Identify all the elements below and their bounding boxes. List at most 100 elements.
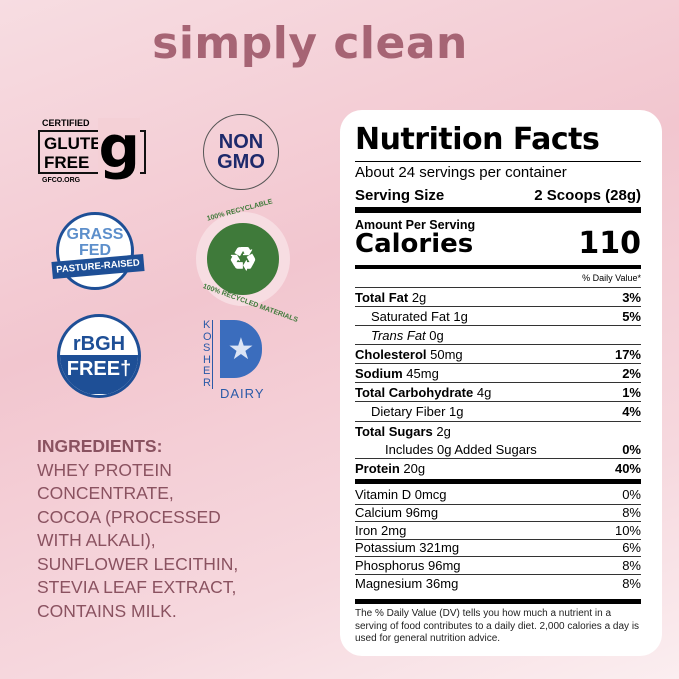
badge-text: FREE† <box>60 354 138 394</box>
ingredient-line: COCOA (PROCESSED <box>37 506 221 527</box>
footnote: The % Daily Value (DV) tells you how muc… <box>355 608 640 644</box>
nutrient-amount: 50mg <box>430 346 463 362</box>
calories-value: 110 <box>578 226 641 261</box>
nutrient-row: Total Fat 2g 3% <box>355 287 641 306</box>
nutrient-amount: 45mg <box>406 365 439 381</box>
nutrient-amount: 0g <box>429 327 444 343</box>
vitamin-name: Potassium 321mg <box>355 540 460 556</box>
nutrient-dv: 3% <box>622 289 641 305</box>
recyclable-badge: ♻ <box>196 212 290 306</box>
badge-text: GFCO.ORG <box>42 177 81 184</box>
nutrient-row: Total Carbohydrate 4g 1% <box>355 382 641 401</box>
vitamin-dv: 8% <box>622 505 641 521</box>
nutrient-dv: 0% <box>622 442 641 457</box>
nutrient-dv: 1% <box>622 384 641 400</box>
nutrient-row: Protein 20g 40% <box>355 458 641 477</box>
ingredient-line: CONCENTRATE, <box>37 483 174 503</box>
divider <box>355 161 641 162</box>
recycle-icon: ♻ <box>228 241 258 277</box>
nutrient-name: Cholesterol <box>355 346 427 362</box>
nutrient-amount: 20g <box>403 460 426 476</box>
ingredient-line: WITH ALKALI), <box>37 530 156 550</box>
gluten-free-badge: CERTIFIED GLUTEN FREE g GFCO.ORG <box>38 118 158 198</box>
serving-size-value: 2 Scoops (28g) <box>534 187 641 204</box>
vitamin-name: Vitamin D 0mcg <box>355 487 447 502</box>
vitamin-row: Magnesium 36mg 8% <box>355 574 641 591</box>
vitamin-dv: 0% <box>622 487 641 502</box>
ingredient-line: STEVIA LEAF EXTRACT, <box>37 577 237 597</box>
badge-text: FED <box>79 242 111 259</box>
nutrient-dv: 2% <box>622 365 641 381</box>
ingredient-line: SUNFLOWER LECITHIN, <box>37 553 239 574</box>
vitamin-name: Iron 2mg <box>355 522 407 538</box>
vitamin-name: Phosphorus 96mg <box>355 557 461 573</box>
badge-text: CERTIFIED <box>42 118 90 128</box>
nutrient-row: Sodium 45mg 2% <box>355 363 641 382</box>
badge-text: DAIRY <box>220 386 265 401</box>
calories-label: Calories <box>355 229 474 259</box>
nutrition-title: Nutrition Facts <box>355 122 600 157</box>
ingredients: INGREDIENTS: WHEY PROTEIN CONCENTRATE, C… <box>37 435 238 623</box>
serving-size-row: Serving Size 2 Scoops (28g) <box>355 187 641 204</box>
vitamin-row: Vitamin D 0mcg 0% <box>355 486 641 503</box>
divider <box>355 265 641 269</box>
badge-text: GLUTEN <box>44 134 114 153</box>
headline: simply clean <box>152 18 468 69</box>
non-gmo-badge: NON GMO <box>203 114 279 190</box>
nutrient-name: Total Fat <box>355 289 409 305</box>
divider <box>355 599 641 604</box>
nutrient-row: Includes 0g Added Sugars 0% <box>355 440 641 459</box>
nutrient-name: Total Sugars <box>355 423 433 439</box>
badge-text: GRASS <box>66 226 124 243</box>
serving-size-label: Serving Size <box>355 187 445 204</box>
kosher-dairy-badge: KOSHER ★ DAIRY <box>203 319 283 402</box>
badge-text: GMO <box>217 151 265 173</box>
ingredient-line: CONTAINS MILK. <box>37 600 177 621</box>
nutrient-amount: 4g <box>476 384 492 400</box>
g-logo-icon: g <box>98 113 140 181</box>
nutrient-name: Trans Fat <box>371 327 426 343</box>
nutrient-name: Sodium <box>355 365 403 381</box>
ingredient-line: WHEY PROTEIN <box>37 459 172 480</box>
nutrient-amount: 1g <box>453 308 468 324</box>
nutrient-row: Cholesterol 50mg 17% <box>355 344 641 363</box>
vitamin-name: Calcium 96mg <box>355 505 439 521</box>
calories-row: Calories 110 <box>355 226 641 261</box>
divider <box>355 479 641 484</box>
vitamin-dv: 6% <box>622 540 641 556</box>
nutrient-dv: 40% <box>614 460 641 476</box>
rbgh-free-badge: rBGH FREE† <box>57 314 141 398</box>
nutrient-name: Dietary Fiber <box>371 403 446 419</box>
nutrient-amount: 2g <box>436 423 451 439</box>
nutrient-row: Dietary Fiber 1g 4% <box>355 401 641 420</box>
badge-text: NON <box>218 131 264 153</box>
nutrient-name: Protein <box>355 460 400 476</box>
ingredients-heading: INGREDIENTS: <box>37 436 163 456</box>
nutrient-dv: 4% <box>622 403 641 419</box>
nutrient-amount: 2g <box>411 289 427 305</box>
vitamin-name: Magnesium 36mg <box>355 575 459 591</box>
vitamin-row: Calcium 96mg 8% <box>355 503 641 521</box>
nutrient-dv: 5% <box>622 308 641 324</box>
nutrient-amount: 1g <box>449 403 464 419</box>
nutrition-facts-panel <box>340 110 662 656</box>
servings-per-container: About 24 servings per container <box>355 164 567 181</box>
vitamin-dv: 10% <box>614 522 641 538</box>
badge-text: KOSHER <box>203 319 213 389</box>
nutrient-name: Includes 0g Added Sugars <box>385 442 537 457</box>
d-star-logo-icon: ★ <box>220 320 262 378</box>
badge-text: FREE <box>44 153 90 172</box>
vitamin-dv: 8% <box>622 575 641 591</box>
vitamin-row: Potassium 321mg 6% <box>355 538 641 556</box>
nutrient-name: Saturated Fat <box>371 308 450 324</box>
vitamin-dv: 8% <box>622 557 641 573</box>
daily-value-header: % Daily Value* <box>582 273 641 283</box>
nutrient-name: Total Carbohydrate <box>355 384 474 400</box>
nutrient-row: Saturated Fat 1g 5% <box>355 306 641 325</box>
grass-fed-badge: GRASS FED <box>56 212 134 290</box>
badge-text: rBGH <box>72 332 126 355</box>
amount-per-serving: Amount Per Serving <box>355 218 476 232</box>
divider <box>355 207 641 213</box>
nutrient-row: Total Sugars 2g <box>355 421 641 440</box>
nutrient-dv: 17% <box>614 346 641 362</box>
